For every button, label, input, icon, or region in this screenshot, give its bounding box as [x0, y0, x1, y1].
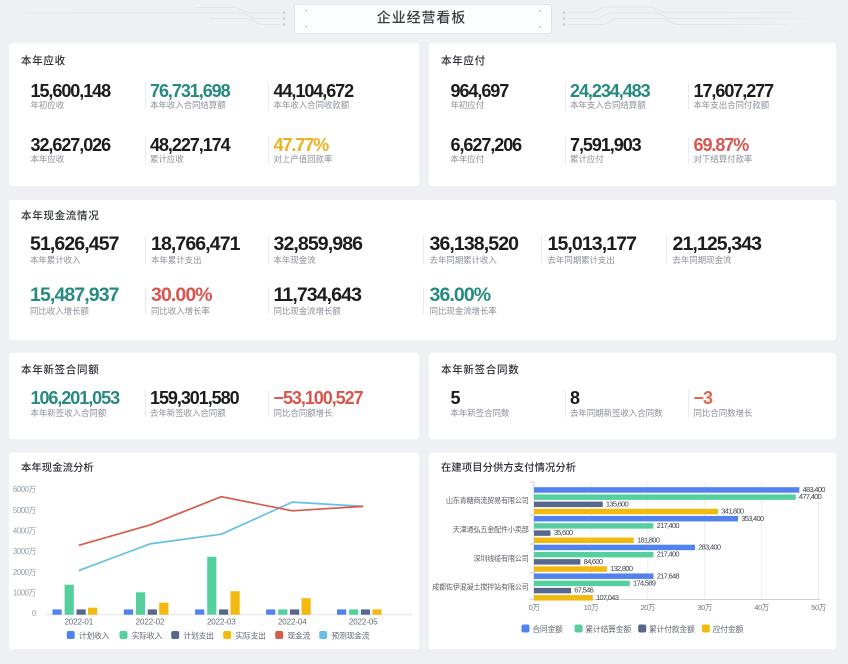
svg-text:217,400: 217,400 [657, 521, 680, 530]
svg-text:341,800: 341,800 [721, 507, 744, 516]
svg-text:483,400: 483,400 [803, 485, 826, 494]
svg-text:50万: 50万 [811, 603, 827, 612]
svg-text:84,600: 84,600 [584, 557, 603, 566]
svg-text:合同金额: 合同金额 [532, 624, 563, 635]
svg-text:2022-04: 2022-04 [278, 618, 307, 627]
svg-text:累计结算金额: 累计结算金额 [585, 624, 631, 635]
svg-text:应付金额: 应付金额 [713, 624, 744, 635]
svg-text:217,648: 217,648 [657, 571, 680, 580]
svg-text:1000万: 1000万 [13, 589, 36, 598]
svg-text:现金流: 现金流 [287, 630, 310, 641]
svg-text:深圳线缆有限公司: 深圳线缆有限公司 [473, 554, 528, 564]
svg-text:0万: 0万 [529, 603, 541, 612]
svg-text:6000万: 6000万 [13, 485, 36, 494]
svg-text:4000万: 4000万 [13, 527, 36, 536]
svg-text:山东青糖商流贸易有限公司: 山东青糖商流贸易有限公司 [446, 496, 529, 506]
svg-text:2022-03: 2022-03 [207, 618, 236, 627]
svg-text:2022-05: 2022-05 [349, 618, 378, 627]
svg-text:283,400: 283,400 [698, 543, 721, 552]
svg-text:107,043: 107,043 [596, 593, 619, 602]
svg-text:成都佐伊混凝土搅拌站有限公司: 成都佐伊混凝土搅拌站有限公司 [432, 583, 529, 593]
svg-text:353,400: 353,400 [741, 514, 764, 523]
svg-text:0: 0 [32, 609, 37, 618]
svg-text:预测现金流: 预测现金流 [331, 630, 369, 641]
svg-text:2022-02: 2022-02 [136, 618, 165, 627]
svg-text:174,589: 174,589 [633, 578, 656, 587]
svg-text:实际收入: 实际收入 [132, 630, 163, 641]
svg-text:35,600: 35,600 [554, 528, 573, 537]
svg-text:计划收入: 计划收入 [79, 630, 110, 641]
svg-text:累计付款金额: 累计付款金额 [649, 624, 695, 635]
svg-text:计划支出: 计划支出 [183, 630, 213, 641]
svg-text:20万: 20万 [640, 603, 656, 612]
svg-text:10万: 10万 [584, 603, 600, 612]
svg-text:天津通弘五金配件小卖部: 天津通弘五金配件小卖部 [453, 525, 529, 535]
svg-text:477,400: 477,400 [799, 492, 822, 501]
svg-text:132,800: 132,800 [610, 564, 633, 573]
svg-text:2022-01: 2022-01 [64, 618, 93, 627]
svg-text:实际支出: 实际支出 [235, 630, 265, 641]
svg-text:2000万: 2000万 [13, 568, 36, 577]
svg-text:40万: 40万 [754, 603, 770, 612]
svg-text:3000万: 3000万 [13, 547, 36, 556]
svg-text:135,600: 135,600 [606, 499, 629, 508]
svg-text:30万: 30万 [697, 603, 713, 612]
svg-text:181,800: 181,800 [637, 535, 660, 544]
svg-text:5000万: 5000万 [13, 506, 36, 515]
svg-text:217,400: 217,400 [657, 550, 680, 559]
svg-text:67,546: 67,546 [574, 586, 593, 595]
svg-text:企业经营看板: 企业经营看板 [377, 8, 466, 28]
